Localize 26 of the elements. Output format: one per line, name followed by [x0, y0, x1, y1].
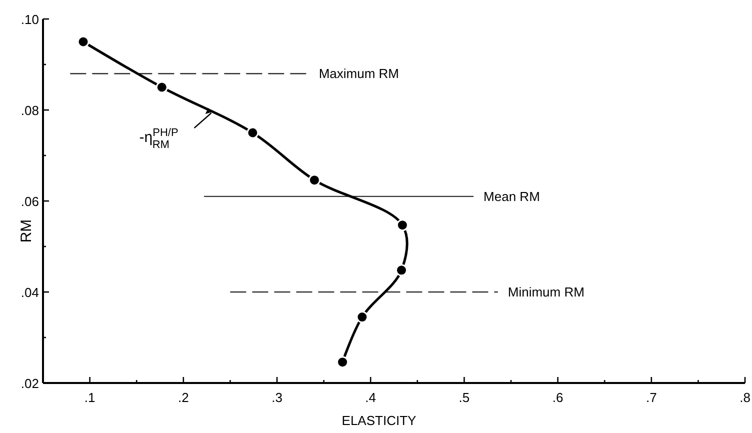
y-tick-label: .08: [20, 103, 39, 118]
ref-line-label: Maximum RM: [318, 66, 399, 82]
point: [336, 356, 349, 368]
point: [246, 126, 259, 139]
point: [77, 36, 90, 48]
point: [396, 219, 408, 232]
y-tick-label: .02: [20, 376, 39, 391]
ref-line-label: Mean RM: [484, 188, 540, 204]
x-tick-label: .3: [272, 390, 282, 405]
x-tick-label: .6: [552, 390, 564, 405]
x-tick-label: .8: [740, 390, 750, 405]
point: [395, 264, 408, 276]
y-tick-label: .04: [20, 285, 39, 300]
x-tick-label: .7: [646, 390, 657, 405]
point: [356, 311, 368, 324]
x-axis-title: ELASTICITY: [342, 413, 417, 428]
x-tick-label: .1: [84, 390, 96, 405]
point: [156, 81, 168, 94]
x-tick-label: .5: [458, 390, 470, 405]
x-tick-label: .4: [365, 390, 376, 405]
y-tick-label: .10: [20, 12, 39, 27]
point: [308, 174, 320, 186]
x-tick-label: .2: [178, 390, 189, 405]
y-axis-title: RM: [18, 219, 35, 243]
y-tick-label: .06: [20, 194, 39, 209]
ref-line-label: Minimum RM: [508, 284, 584, 300]
